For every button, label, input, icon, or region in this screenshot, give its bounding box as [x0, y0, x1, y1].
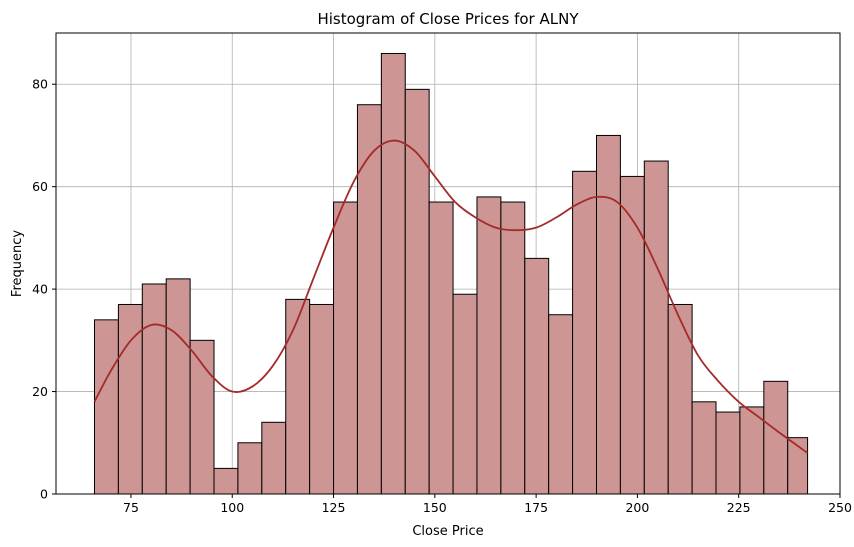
- histogram-bar-28: [763, 380, 789, 495]
- x-tick-label-3: 150: [423, 500, 447, 515]
- y-tick-label-1: 20: [32, 384, 48, 399]
- histogram-bars: [93, 52, 809, 495]
- y-tick-label-3: 60: [32, 179, 48, 194]
- histogram-bar-7: [261, 421, 287, 495]
- histogram-bar-3: [165, 278, 191, 495]
- histogram-bar-5: [213, 467, 239, 495]
- histogram-bar-16: [476, 196, 502, 495]
- histogram-bar-8: [285, 298, 311, 495]
- histogram-bar-12: [380, 52, 406, 495]
- histogram-bar-15: [452, 293, 478, 495]
- y-axis-label: Frequency: [10, 230, 25, 297]
- plot-frame: [55, 32, 841, 495]
- y-tick-label-0: 0: [40, 487, 48, 502]
- histogram-bar-2: [141, 283, 167, 495]
- x-tick-label-2: 125: [322, 500, 346, 515]
- histogram-bar-14: [428, 201, 454, 495]
- chart-title: Histogram of Close Prices for ALNY: [317, 10, 579, 28]
- y-tick-label-4: 80: [32, 77, 48, 92]
- x-axis-label: Close Price: [412, 524, 483, 539]
- histogram-bar-25: [691, 401, 717, 495]
- histogram-bar-6: [237, 442, 263, 495]
- histogram-bar-20: [572, 170, 597, 495]
- x-tick-label-0: 75: [123, 500, 139, 515]
- kde-curve: [93, 139, 809, 454]
- histogram-bar-17: [500, 201, 526, 495]
- histogram-bar-21: [595, 134, 621, 495]
- x-tick-label-5: 200: [625, 500, 649, 515]
- y-axis-ticks: 0 20 40 60 80: [32, 77, 56, 502]
- x-tick-label-7: 250: [828, 500, 852, 515]
- histogram-bar-27: [739, 406, 765, 495]
- x-axis-ticks: 75 100 125 150 175 200 225 250: [123, 494, 852, 515]
- histogram-bar-11: [356, 104, 382, 495]
- x-tick-label-1: 100: [220, 500, 244, 515]
- histogram-bar-19: [548, 314, 574, 495]
- histogram-bar-18: [524, 257, 550, 495]
- x-tick-label-6: 225: [727, 500, 751, 515]
- histogram-bar-0: [93, 319, 119, 495]
- y-tick-label-2: 40: [32, 282, 48, 297]
- histogram-bar-24: [667, 303, 693, 495]
- histogram-bar-22: [619, 175, 645, 495]
- histogram-bar-10: [333, 201, 358, 495]
- histogram-bar-9: [309, 303, 335, 495]
- histogram-bar-23: [643, 160, 669, 495]
- histogram-bar-13: [404, 88, 430, 495]
- histogram-bar-26: [715, 411, 741, 495]
- x-tick-label-4: 175: [524, 500, 548, 515]
